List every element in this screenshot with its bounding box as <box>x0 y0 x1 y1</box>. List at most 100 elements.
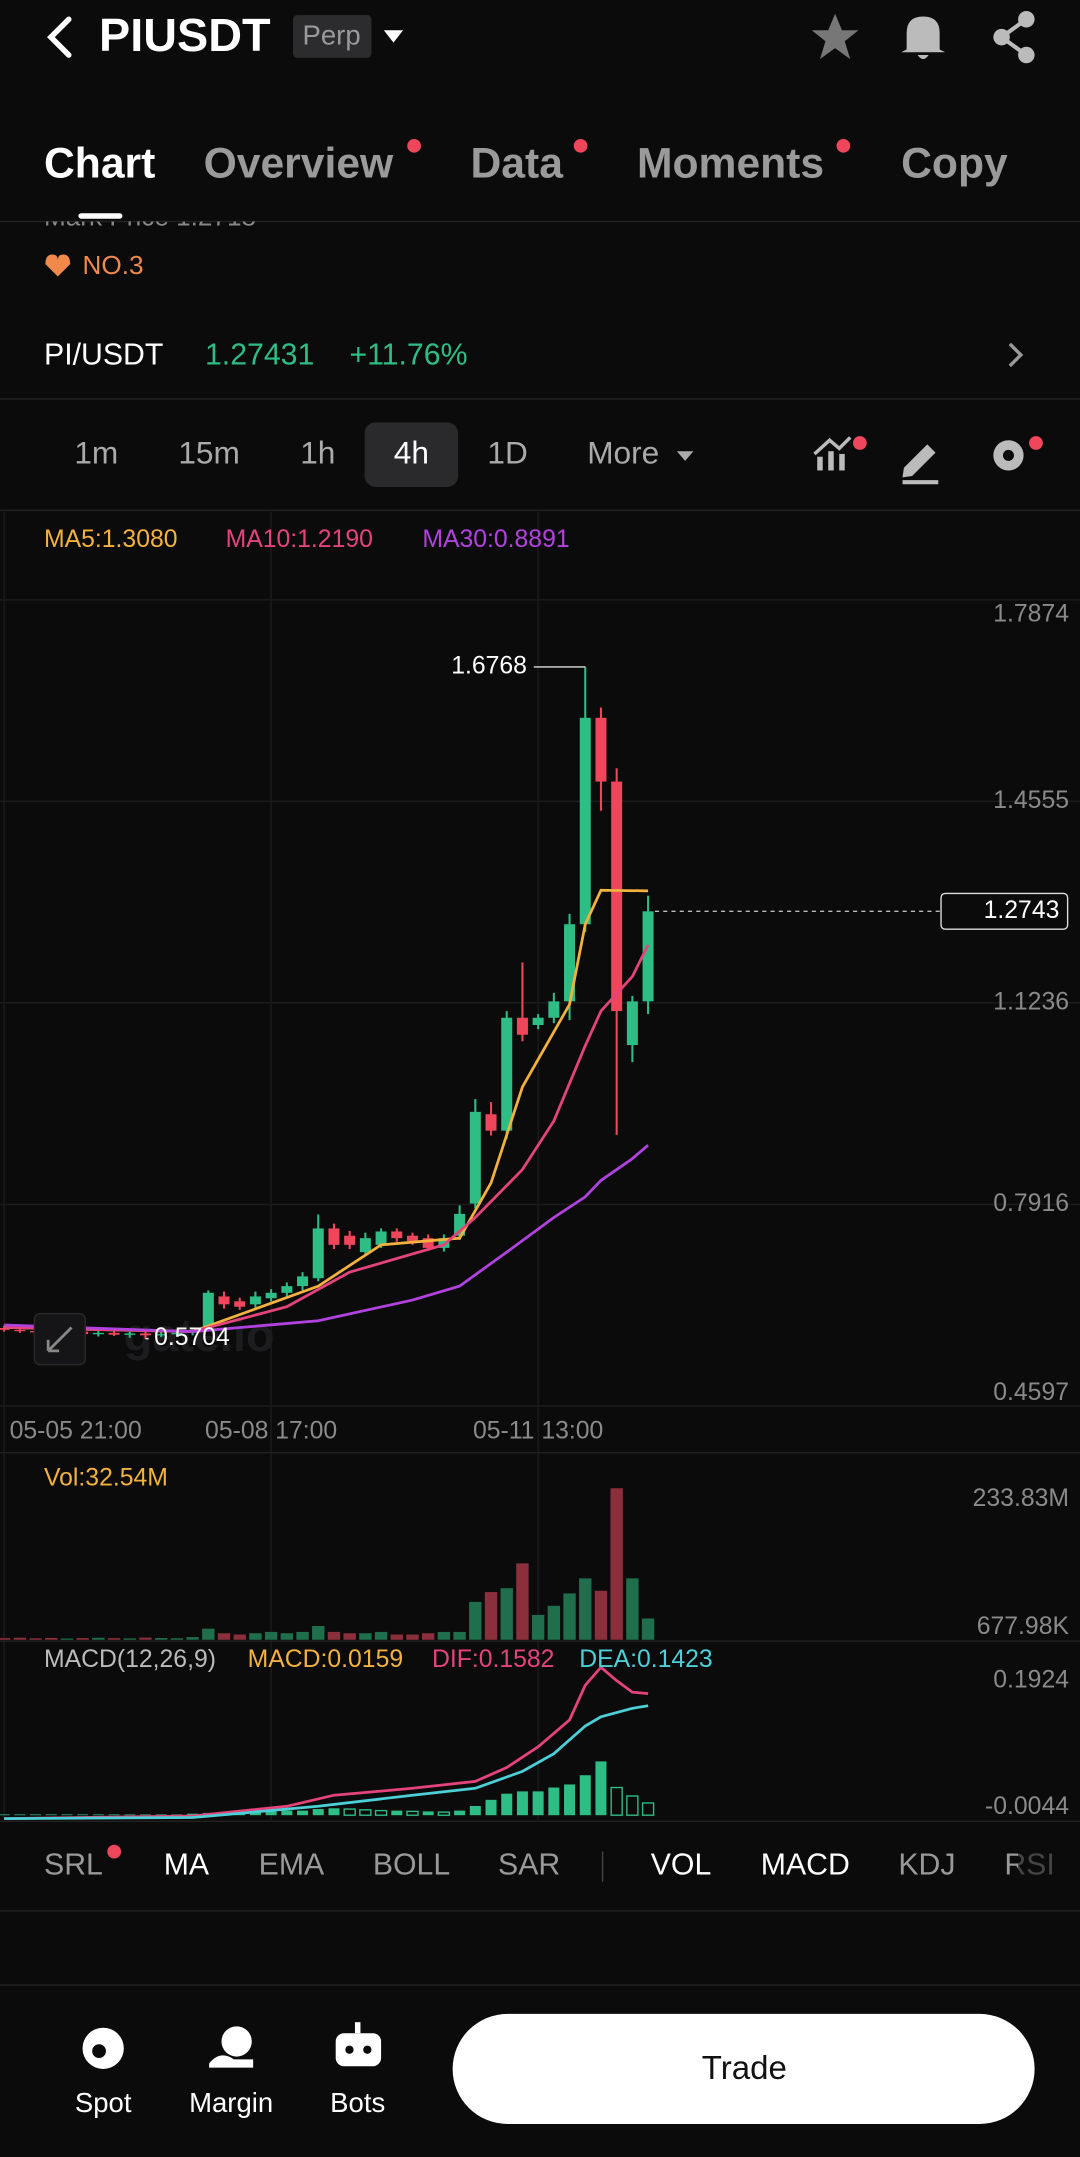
macd-bar <box>14 1814 26 1816</box>
volume-bar <box>280 1633 294 1640</box>
y-tick-label: 1.4555 <box>993 787 1069 814</box>
tab[interactable]: Moments <box>637 140 824 188</box>
y-tick-label: 0.1924 <box>993 1667 1069 1694</box>
legend-entry: MA10:1.2190 <box>226 526 373 553</box>
volume-bar <box>343 1633 356 1640</box>
candle-body <box>642 911 654 1002</box>
badge-dot <box>852 436 867 450</box>
macd-bar <box>0 1814 10 1816</box>
candle-body <box>516 1017 528 1035</box>
badge-dot <box>836 138 851 153</box>
indicator[interactable]: MA <box>164 1849 210 1882</box>
volume-bar <box>154 1637 168 1640</box>
interval[interactable]: 4h <box>394 435 429 471</box>
interval-bar: 1m 15m 1h 4h 1D More <box>74 435 659 471</box>
indicator-line <box>4 1704 649 1820</box>
volume-bar <box>233 1634 246 1640</box>
interval[interactable]: 1h <box>300 435 335 471</box>
volume-bar <box>406 1634 419 1640</box>
candle-body <box>485 1114 497 1131</box>
macd-bar <box>626 1795 639 1816</box>
indicator[interactable]: KDJ <box>898 1849 955 1882</box>
x-tick-label: 05-08 17:00 <box>205 1418 337 1445</box>
volume-bar <box>547 1605 561 1640</box>
interval[interactable]: More <box>587 435 659 471</box>
indicator-icon[interactable] <box>813 436 852 471</box>
candle-body <box>438 1238 450 1248</box>
volume-bar <box>202 1628 215 1640</box>
candle-body <box>265 1292 277 1299</box>
macd-bar <box>610 1786 623 1816</box>
indicator[interactable]: BOLL <box>373 1849 450 1882</box>
candle-body <box>0 1328 10 1330</box>
bots-icon[interactable] <box>335 2022 382 2067</box>
ticker-arrow[interactable] <box>1008 342 1024 368</box>
macd-bar <box>139 1814 151 1816</box>
indicator[interactable]: EMA <box>259 1849 325 1882</box>
indicator[interactable]: MACD <box>761 1849 850 1882</box>
candle-body <box>579 717 591 925</box>
draw-icon[interactable] <box>902 444 939 485</box>
alert[interactable] <box>901 16 946 60</box>
plot: 1.7874 1.4555 1.1236 0.7916 0.4597 233.83M 677… <box>0 511 1080 1820</box>
trade-label: Trade <box>702 2049 787 2086</box>
volume-bar <box>516 1563 529 1640</box>
interval[interactable]: 1D <box>487 435 527 471</box>
tab[interactable]: Copy <box>901 140 1008 188</box>
macd-bar <box>328 1808 340 1816</box>
macd-bar <box>281 1810 293 1816</box>
candle-body <box>359 1238 371 1253</box>
last-price-box <box>940 892 1069 930</box>
volume-bar <box>563 1593 576 1640</box>
macd-bar <box>45 1814 57 1816</box>
badge-dot <box>107 1844 122 1859</box>
candle-body <box>218 1296 230 1305</box>
pair[interactable]: PI/USDT <box>44 338 163 371</box>
nav-label[interactable]: Spot <box>75 2087 132 2118</box>
candle-body <box>202 1292 214 1328</box>
more-arrow[interactable] <box>676 451 694 461</box>
fade <box>1018 1829 1080 1906</box>
indicator-line <box>4 944 650 1334</box>
favorite[interactable] <box>811 13 859 60</box>
y-tick-label: 1.7874 <box>993 600 1069 627</box>
candle-body <box>92 1332 104 1335</box>
nav-label[interactable]: Bots <box>330 2087 385 2118</box>
y-tick-label: 677.98K <box>977 1613 1070 1640</box>
trade-button[interactable] <box>452 2013 1035 2124</box>
macd-bar <box>108 1814 120 1816</box>
candle-body <box>155 1334 167 1336</box>
tab[interactable]: Overview <box>204 140 394 188</box>
indicator[interactable]: SRL <box>44 1849 103 1882</box>
x-tick-label: 05-05 21:00 <box>10 1418 142 1445</box>
dropdown[interactable] <box>383 30 404 43</box>
tab-underline <box>78 213 123 219</box>
symbol: PIUSDT <box>99 9 271 61</box>
volume-bar <box>0 1638 11 1640</box>
tab[interactable]: Data <box>471 140 564 188</box>
macd-bar <box>532 1791 544 1816</box>
indicator[interactable]: SAR <box>498 1849 560 1882</box>
interval[interactable]: 1m <box>74 435 118 471</box>
back-button[interactable] <box>47 16 72 58</box>
mark-price: Mark Price 1.2718 <box>44 202 256 232</box>
spot-icon[interactable] <box>82 2027 124 2069</box>
settings-icon[interactable] <box>993 440 1024 471</box>
indicator[interactable]: VOL <box>651 1849 712 1882</box>
tab-bar: Chart Overview Data Moments Copy <box>44 140 1008 188</box>
share[interactable] <box>993 11 1035 64</box>
low-label: 0.5704 <box>154 1324 230 1351</box>
volume-bar <box>437 1631 451 1640</box>
candle-body <box>595 717 607 782</box>
interval[interactable]: 15m <box>178 435 240 471</box>
candle-body <box>611 781 623 1012</box>
candle-body <box>469 1111 481 1204</box>
macd-bar <box>641 1802 655 1816</box>
margin-icon[interactable] <box>209 2026 254 2068</box>
tab[interactable]: Chart <box>44 140 155 188</box>
nav-label[interactable]: Margin <box>189 2087 273 2118</box>
candle-body <box>501 1017 513 1131</box>
volume-bar <box>76 1638 89 1640</box>
macd-bar <box>374 1809 388 1816</box>
